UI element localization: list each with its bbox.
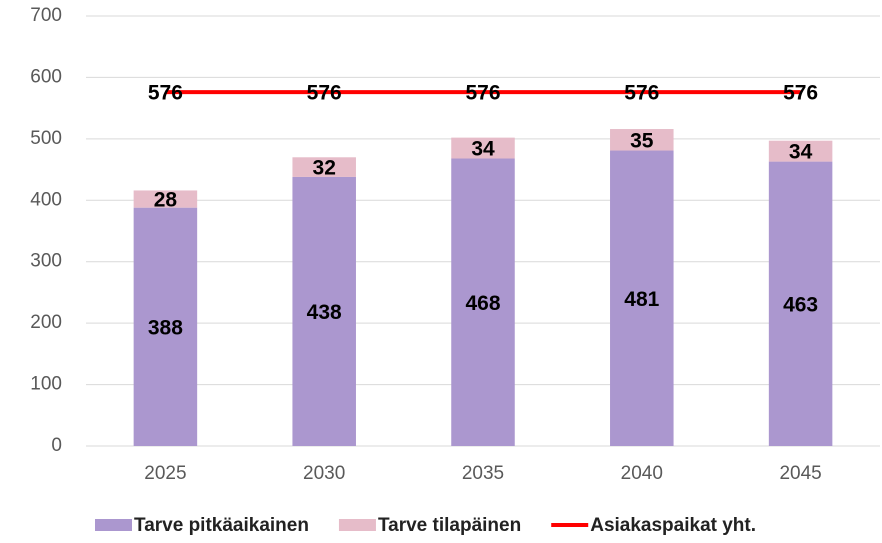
data-label: 576: [465, 82, 500, 105]
legend-swatch: [338, 519, 376, 531]
data-label: 34: [471, 138, 495, 161]
x-tick-label: 2025: [144, 463, 186, 484]
bar-segment: [292, 157, 356, 177]
y-tick-label: 700: [30, 5, 62, 26]
y-tick-label: 600: [30, 66, 62, 87]
y-tick-label: 200: [30, 312, 62, 333]
bar-segment: [292, 176, 356, 446]
legend-swatch: [95, 519, 132, 531]
legend-label: Tarve tilapäinen: [378, 515, 521, 536]
y-tick-label: 300: [30, 251, 62, 272]
data-label: 576: [624, 82, 659, 105]
x-tick-label: 2045: [779, 463, 821, 484]
x-tick-label: 2030: [303, 463, 345, 484]
y-tick-label: 400: [30, 189, 62, 210]
bar-segment: [133, 207, 198, 446]
legend-label: Tarve pitkäaikainen: [134, 515, 309, 536]
data-label: 468: [465, 292, 500, 315]
bar-segment: [451, 158, 515, 446]
data-label: 28: [154, 189, 178, 212]
data-label: 35: [630, 129, 654, 152]
data-label: 32: [313, 157, 336, 180]
data-label: 34: [789, 141, 813, 164]
bar-segment: [451, 137, 515, 159]
data-label: 481: [624, 288, 659, 311]
data-label: 576: [148, 82, 183, 105]
bar-segment: [768, 140, 833, 162]
y-tick-label: 500: [30, 128, 62, 149]
data-label: 576: [307, 82, 342, 105]
y-tick-label: 100: [30, 374, 62, 395]
data-label: 388: [148, 316, 183, 339]
bar-segment: [768, 161, 833, 447]
bar-segment: [610, 129, 674, 151]
data-label: 438: [307, 301, 342, 324]
data-label: 576: [783, 82, 818, 105]
x-tick-label: 2040: [621, 463, 663, 484]
data-label: 463: [783, 293, 818, 316]
legend-label: Asiakaspaikat yht.: [590, 515, 756, 536]
bar-segment: [610, 150, 674, 446]
bar-segment: [133, 190, 198, 208]
x-tick-label: 2035: [462, 463, 504, 484]
y-tick-label: 0: [51, 435, 62, 456]
